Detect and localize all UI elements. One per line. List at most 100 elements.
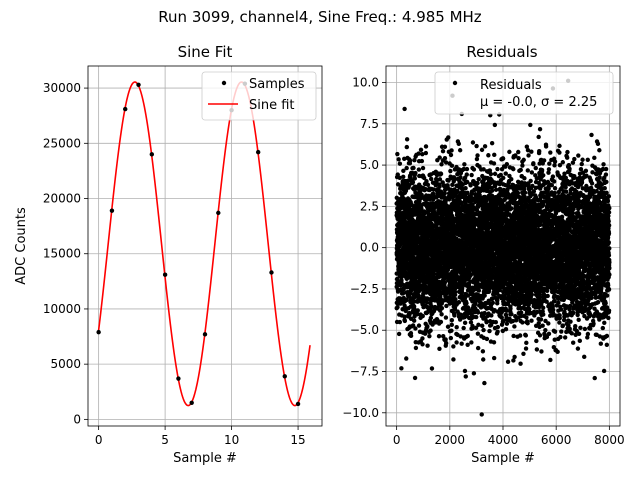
residual-point	[401, 168, 406, 173]
residual-point	[429, 366, 435, 371]
residual-point	[475, 331, 481, 336]
residual-point	[464, 166, 470, 172]
residual-point	[475, 310, 481, 315]
residual-point	[439, 162, 444, 167]
residual-point	[516, 149, 521, 155]
residual-point	[412, 176, 417, 181]
residual-point	[419, 158, 425, 164]
residual-point	[424, 178, 429, 184]
residual-point	[420, 336, 425, 341]
residual-point	[408, 333, 414, 339]
residual-point	[492, 171, 498, 177]
residual-point	[468, 183, 473, 188]
residual-point	[410, 323, 416, 328]
y-tick-label: 10000	[43, 302, 81, 316]
residual-point	[437, 346, 442, 351]
residual-point	[428, 328, 433, 333]
sample-point	[202, 332, 208, 337]
residual-point	[522, 176, 527, 181]
residual-point	[449, 148, 454, 153]
sample-point	[295, 401, 301, 407]
residual-point	[399, 366, 404, 371]
residual-point	[395, 305, 400, 310]
residual-point	[465, 342, 470, 347]
residual-point	[404, 165, 409, 171]
residual-point	[402, 314, 407, 319]
residual-point	[490, 300, 495, 306]
residual-point	[521, 351, 526, 356]
residual-point	[395, 182, 401, 187]
residual-point	[420, 313, 425, 319]
residual-point	[489, 313, 494, 318]
residual-point	[409, 202, 415, 208]
residual-point	[428, 315, 434, 321]
residual-point	[415, 312, 420, 317]
residuals-title: Residuals	[466, 43, 537, 61]
sine-fit-xlabel: Sample #	[173, 451, 237, 466]
residual-point	[521, 157, 526, 163]
residual-point	[481, 357, 486, 362]
residuals-points-layer	[394, 78, 612, 417]
residual-point	[427, 333, 432, 339]
residual-point	[516, 155, 521, 161]
residual-point	[400, 291, 406, 296]
residual-point	[495, 324, 500, 330]
legend-sine-fit-label: Sine fit	[249, 98, 295, 113]
residual-point	[429, 304, 434, 309]
residual-point	[397, 161, 403, 166]
residual-point	[397, 319, 403, 325]
residual-point	[407, 312, 412, 317]
residual-point	[456, 300, 462, 305]
residual-point	[440, 149, 446, 154]
residual-point	[411, 318, 417, 323]
residual-point	[470, 140, 476, 145]
residual-point	[440, 180, 445, 185]
residual-point	[462, 162, 467, 167]
residual-point	[464, 172, 469, 177]
residual-point	[503, 171, 508, 176]
residual-point	[493, 320, 499, 325]
residual-point	[464, 301, 469, 306]
residual-point	[509, 206, 514, 211]
residual-point	[518, 167, 523, 173]
residual-point	[462, 368, 468, 374]
residual-point	[413, 170, 418, 176]
residual-point	[452, 292, 458, 298]
residual-point	[454, 340, 459, 345]
residual-point	[449, 322, 454, 328]
residual-point	[458, 175, 463, 180]
sample-point	[162, 272, 168, 277]
residual-point	[425, 324, 430, 329]
sample-point	[282, 374, 287, 379]
residual-point	[423, 150, 429, 156]
sample-point	[136, 82, 141, 87]
sine-fit-axes-frame	[87, 65, 323, 427]
x-tick-label: 10	[224, 433, 239, 447]
residual-point	[412, 375, 418, 381]
residual-point	[520, 163, 525, 168]
figure-suptitle: Run 3099, channel4, Sine Freq.: 4.985 MH…	[158, 8, 482, 26]
residual-point	[448, 168, 453, 174]
residual-point	[425, 343, 430, 348]
residual-point	[488, 171, 494, 177]
residual-point	[438, 319, 444, 325]
residual-point	[437, 155, 442, 160]
y-tick-label: 25000	[43, 136, 81, 150]
sine-fit-ylabel: ADC Counts	[14, 207, 29, 285]
sample-point	[255, 149, 261, 155]
residual-point	[486, 153, 491, 158]
residual-point	[504, 161, 510, 167]
residual-point	[501, 175, 506, 181]
residual-point	[524, 315, 529, 320]
residual-point	[482, 144, 488, 149]
residual-point	[438, 171, 444, 177]
residual-point	[443, 337, 448, 342]
residual-point	[449, 317, 455, 323]
residual-point	[402, 318, 408, 324]
x-tick-label: 0	[95, 433, 103, 447]
sample-point	[189, 400, 194, 406]
residual-point	[495, 329, 500, 334]
residual-point	[481, 327, 486, 333]
residual-point	[423, 144, 429, 149]
sample-point	[109, 208, 115, 213]
